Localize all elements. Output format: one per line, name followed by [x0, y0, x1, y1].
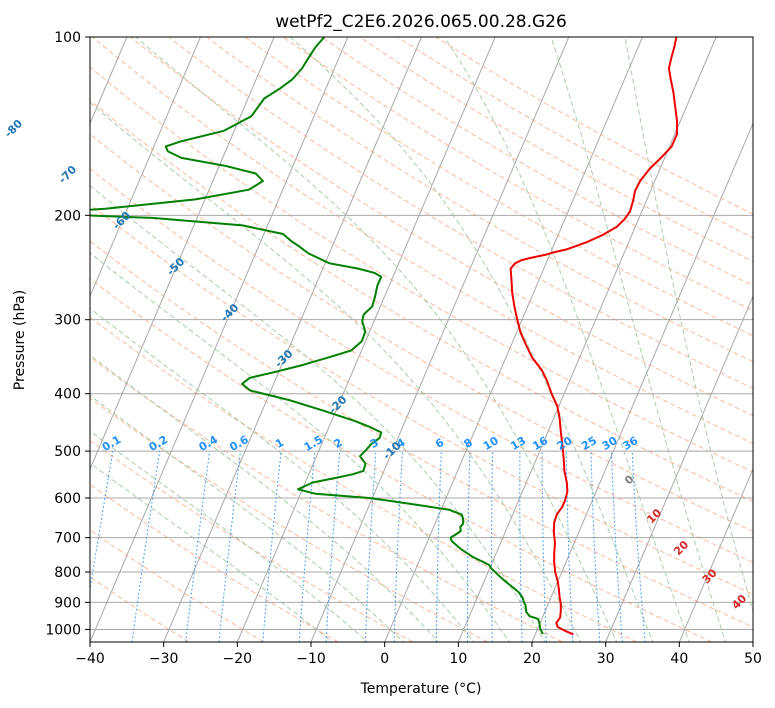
isotherm-line	[752, 640, 753, 642]
profile-series	[90, 37, 679, 636]
mixing-ratio-line	[631, 451, 646, 642]
mixing-ratio-line	[298, 451, 316, 642]
dry-adiabat-line	[90, 99, 753, 502]
y-tick-label: 500	[54, 444, 81, 460]
isotherm-line	[163, 37, 422, 642]
x-tick-label: −20	[223, 651, 253, 667]
x-tick-label: −10	[296, 651, 326, 667]
dry-adiabat-line	[90, 133, 753, 533]
dry-adiabat-line	[206, 37, 753, 363]
dry-adiabat-label: -80	[2, 117, 25, 140]
x-tick-label: 10	[449, 651, 467, 667]
moist-adiabat-line	[90, 307, 475, 642]
x-tick-label: 0	[380, 651, 389, 667]
temperature-profile-line	[509, 37, 679, 636]
dry-adiabat-line	[90, 529, 264, 642]
mixing-ratio-line	[131, 451, 161, 642]
mixing-ratio-line	[90, 451, 114, 593]
dry-adiabat-line	[168, 37, 753, 389]
x-tick-label: 50	[744, 651, 762, 667]
y-tick-label: 400	[54, 387, 81, 403]
y-tick-label: 800	[54, 565, 81, 581]
dry-adiabat-line	[90, 483, 339, 642]
moist-adiabat-line	[135, 37, 618, 642]
isotherm-line	[90, 37, 349, 642]
chart-title: wetPf2_C2E6.2026.065.00.28.G26	[275, 12, 567, 32]
dry-adiabat-line	[90, 240, 753, 628]
dry-adiabat-label: -70	[56, 163, 79, 186]
moist-adiabat-line	[90, 394, 404, 642]
isotherm-line	[310, 37, 570, 642]
y-tick-label: 300	[54, 313, 81, 329]
dewpoint-profile-line	[90, 37, 544, 635]
moist-adiabat-line	[289, 37, 654, 642]
y-tick-label: 900	[54, 595, 81, 611]
x-tick-label: 20	[523, 651, 541, 667]
isotherm-line	[236, 37, 496, 642]
isotherm-line	[384, 37, 643, 642]
dry-adiabat-line	[282, 37, 753, 312]
x-tick-label: 30	[597, 651, 615, 667]
mixing-ratio-line	[218, 451, 241, 642]
isotherm-line	[605, 295, 753, 642]
y-tick-label: 200	[54, 208, 81, 224]
x-tick-label: 40	[670, 651, 688, 667]
isotherm-line	[90, 37, 201, 298]
isotherm-line	[90, 37, 275, 471]
axes: −40 −30 −20 −10 0 10 20 30 40 50 100 200 300 400 500 60…	[45, 30, 762, 667]
mixing-ratio-line	[185, 451, 211, 642]
plot-frame	[89, 36, 754, 643]
y-tick-label: 700	[54, 531, 81, 547]
plot-background	[90, 37, 753, 642]
isotherm-line	[457, 37, 717, 642]
isotherm-line	[678, 467, 753, 642]
x-tick-label: −40	[75, 651, 105, 667]
isotherm-line	[531, 122, 753, 642]
dry-adiabat-line	[90, 168, 753, 563]
dry-adiabat-line	[90, 316, 638, 642]
mixing-ratio-line	[262, 451, 282, 642]
y-tick-label: 1000	[45, 622, 81, 638]
y-axis-title: Pressure (hPa)	[12, 290, 28, 390]
moist-adiabat-line	[90, 101, 582, 642]
dry-adiabat-line	[90, 203, 753, 595]
dry-adiabat-line	[244, 37, 753, 337]
x-tick-label: −30	[149, 651, 179, 667]
dry-adiabat-line	[90, 278, 712, 642]
y-tick-label: 600	[54, 491, 81, 507]
dry-adiabat-line	[90, 356, 563, 642]
x-axis-title: Temperature (°C)	[360, 681, 482, 697]
y-tick-label: 100	[54, 30, 81, 46]
background-lines	[90, 37, 753, 642]
dry-adiabat-line	[90, 397, 488, 642]
dry-adiabat-line	[90, 66, 753, 473]
